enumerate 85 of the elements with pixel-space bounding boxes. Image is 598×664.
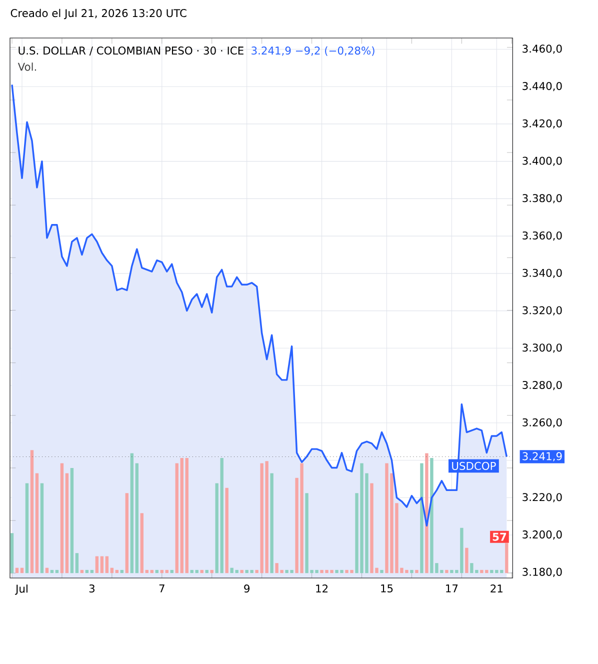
bar xyxy=(20,568,24,574)
bar xyxy=(155,570,158,574)
y-tick-label: 3.260,0 xyxy=(522,418,562,428)
bar xyxy=(165,570,168,574)
y-tick-label: 3.420,0 xyxy=(522,119,562,129)
bar xyxy=(270,473,274,574)
bar xyxy=(80,570,84,574)
y-tick-label: 3.180,0 xyxy=(522,568,562,577)
bar xyxy=(90,570,94,574)
x-tick-label: 17 xyxy=(446,584,458,592)
bar xyxy=(505,543,508,574)
bar xyxy=(35,473,39,574)
bar xyxy=(170,570,174,574)
bar xyxy=(60,463,64,574)
bar xyxy=(10,533,14,574)
y-tick-label: 3.380,0 xyxy=(522,194,562,204)
bar xyxy=(120,570,124,574)
bar xyxy=(380,570,384,574)
ref-line-label: USDCOP xyxy=(452,462,496,470)
bar xyxy=(185,458,188,574)
y-tick-label: 3.460,0 xyxy=(522,44,562,54)
bar xyxy=(115,570,119,574)
x-tick-label: 21 xyxy=(490,584,502,592)
bar xyxy=(125,493,129,574)
bar xyxy=(160,570,164,574)
bar xyxy=(105,556,109,574)
text: Creado el Jul 21, 2026 13:20 UTC xyxy=(10,8,186,20)
bar xyxy=(85,570,89,574)
bar xyxy=(410,570,414,574)
chart-title: Vol. xyxy=(18,62,36,71)
bar xyxy=(415,570,418,574)
y-tick-label: 3.300,0 xyxy=(522,344,562,353)
y-tick-label: 3.340,0 xyxy=(522,268,562,278)
bar xyxy=(195,570,198,574)
y-tick-label: 3.280,0 xyxy=(522,380,562,390)
x-tick-label: 12 xyxy=(316,584,328,592)
x-tick-label: 3 xyxy=(89,584,94,593)
bar xyxy=(210,570,214,574)
bar xyxy=(215,483,218,574)
bar xyxy=(45,568,49,574)
bar xyxy=(425,453,428,574)
bar xyxy=(175,463,178,574)
bar xyxy=(100,556,104,574)
bar xyxy=(50,570,54,574)
bar xyxy=(180,458,184,574)
bar xyxy=(220,458,224,574)
bar xyxy=(15,568,19,574)
bar xyxy=(55,570,59,574)
bar xyxy=(145,570,149,574)
y-tick-label: 3.241,9 xyxy=(522,452,562,462)
bar xyxy=(75,553,79,574)
bar xyxy=(205,570,208,574)
x-tick-label: Jul xyxy=(15,584,28,595)
x-tick-label: 7 xyxy=(159,584,164,592)
x-tick-label: 9 xyxy=(244,584,250,593)
data-label: 57 xyxy=(492,532,506,541)
bar xyxy=(135,463,139,574)
bar xyxy=(190,570,194,574)
text: 3.241,9 −9,2 (−0,28%) xyxy=(252,46,374,56)
bar xyxy=(240,570,244,574)
bar xyxy=(40,483,44,574)
bar xyxy=(95,556,99,574)
bar xyxy=(200,570,204,574)
bar xyxy=(65,473,69,574)
bar xyxy=(445,570,448,574)
bar xyxy=(110,568,114,574)
bar xyxy=(235,570,238,574)
x-tick-label: 15 xyxy=(381,584,393,592)
y-tick-label: 3.200,0 xyxy=(522,530,562,540)
y-tick-label: 3.360,0 xyxy=(522,231,562,241)
bar xyxy=(465,548,468,574)
bar xyxy=(70,468,74,574)
bar xyxy=(230,568,234,574)
y-tick-label: 3.220,0 xyxy=(522,493,562,502)
bar xyxy=(130,453,134,574)
y-tick-label: 3.320,0 xyxy=(522,306,562,316)
bar xyxy=(30,450,34,574)
bar xyxy=(225,488,228,574)
y-tick-label: 3.400,0 xyxy=(522,156,562,166)
y-tick-label: 3.440,0 xyxy=(522,82,562,92)
bar xyxy=(150,570,154,574)
bar xyxy=(140,513,144,574)
text: U.S. DOLLAR / COLOMBIAN PESO · 30 · ICE xyxy=(18,46,244,56)
bar xyxy=(420,463,424,574)
bar xyxy=(25,483,29,574)
